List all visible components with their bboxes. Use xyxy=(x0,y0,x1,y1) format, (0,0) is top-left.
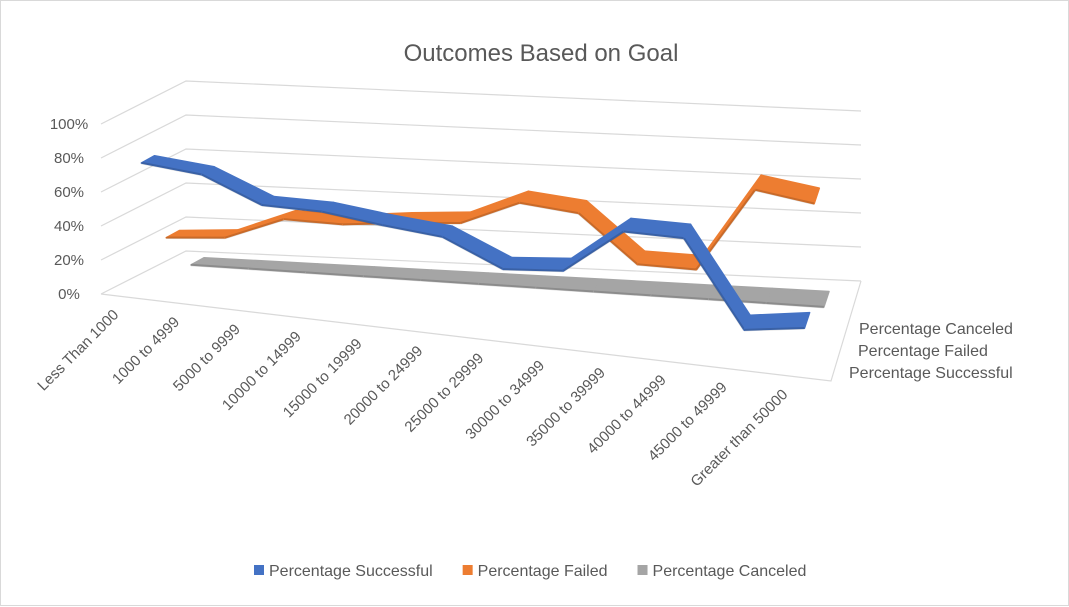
series-segment-edge xyxy=(563,232,623,271)
legend: Percentage Successful Percentage Failed Pe… xyxy=(254,563,806,580)
gridline xyxy=(101,81,861,124)
x-tick-label: 5000 to 9999 xyxy=(170,321,244,395)
legend-entry: Percentage Canceled xyxy=(638,563,807,580)
series-segment xyxy=(755,175,819,204)
y-tick-label: 0% xyxy=(58,286,80,303)
gridline xyxy=(101,115,861,158)
series-segment-edge xyxy=(503,269,563,271)
series-layer xyxy=(141,156,829,330)
legend-entry: Percentage Failed xyxy=(463,563,608,580)
series-segment-edge xyxy=(225,219,284,238)
legend-swatch xyxy=(463,565,473,575)
depth-axis-label: Percentage Failed xyxy=(858,343,988,360)
x-tick-label: Less Than 1000 xyxy=(34,306,122,394)
depth-axis-labels: Percentage Canceled Percentage Failed Perc… xyxy=(849,321,1013,382)
y-tick-label: 40% xyxy=(54,218,84,235)
legend-swatch xyxy=(254,565,264,575)
chart-title: Outcomes Based on Goal xyxy=(404,40,679,67)
legend-swatch xyxy=(638,565,648,575)
y-tick-label: 80% xyxy=(54,150,84,167)
y-tick-label: 100% xyxy=(50,116,88,133)
depth-axis-label: Percentage Canceled xyxy=(859,321,1013,338)
y-tick-label: 20% xyxy=(54,252,84,269)
legend-label: Percentage Failed xyxy=(478,563,608,580)
x-tick-label: 1000 to 4999 xyxy=(109,314,183,388)
y-axis-ticks: 0% 20% 40% 60% 80% 100% xyxy=(50,116,88,303)
depth-axis-label: Percentage Successful xyxy=(849,365,1013,382)
gridline xyxy=(101,183,861,226)
legend-label: Percentage Successful xyxy=(269,563,433,580)
series-percentage-successful xyxy=(141,156,809,330)
legend-label: Percentage Canceled xyxy=(653,563,807,580)
y-tick-label: 60% xyxy=(54,184,84,201)
legend-entry: Percentage Successful xyxy=(254,563,433,580)
